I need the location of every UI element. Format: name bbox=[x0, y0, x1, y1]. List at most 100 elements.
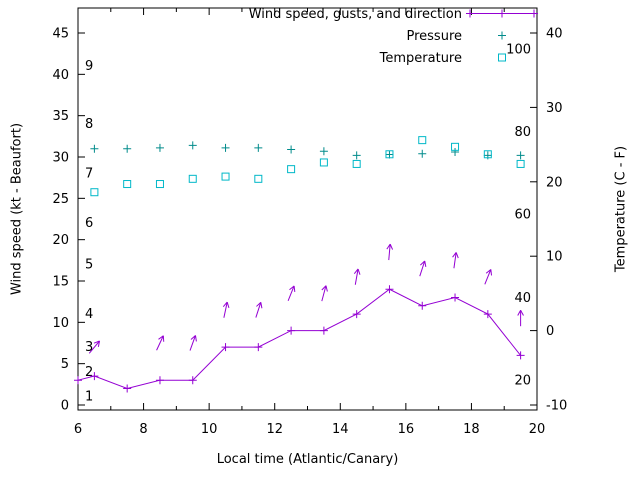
beaufort-scale-label: 1 bbox=[85, 390, 93, 405]
plus-marker bbox=[319, 147, 328, 156]
y-tick-label: 30 bbox=[52, 151, 69, 166]
gust-arrow bbox=[222, 301, 230, 318]
plus-marker bbox=[498, 9, 506, 18]
fahrenheit-scale-label: 60 bbox=[514, 208, 531, 223]
square-marker bbox=[319, 158, 328, 167]
y2-tick-label: 20 bbox=[546, 175, 563, 190]
plus-marker bbox=[451, 293, 460, 302]
y-axis-title: Wind speed (kt - Beaufort) bbox=[9, 122, 25, 296]
gust-arrow bbox=[484, 269, 493, 285]
plus-marker bbox=[451, 148, 460, 157]
square-marker bbox=[385, 150, 394, 159]
beaufort-scale-label: 2 bbox=[85, 365, 93, 380]
gust-arrow bbox=[386, 243, 394, 261]
plus-marker bbox=[287, 326, 296, 335]
legend-label: Pressure bbox=[406, 29, 462, 44]
plus-marker bbox=[385, 285, 394, 294]
series-wind-speed bbox=[74, 285, 525, 393]
x-tick-label: 6 bbox=[74, 422, 82, 437]
square-marker bbox=[123, 180, 132, 189]
square-marker bbox=[498, 53, 506, 62]
fahrenheit-scale-label: 80 bbox=[514, 125, 531, 140]
beaufort-scale-label: 7 bbox=[85, 167, 93, 182]
y2-tick-label: 0 bbox=[546, 324, 554, 339]
y2-tick-label: 10 bbox=[546, 250, 563, 265]
y-tick-label: 35 bbox=[52, 109, 69, 124]
beaufort-scale-label: 5 bbox=[85, 257, 93, 272]
plus-marker bbox=[418, 301, 427, 310]
square-marker bbox=[352, 159, 361, 168]
y2-axis-title: Temperature (C - F) bbox=[613, 145, 629, 273]
plus-marker bbox=[155, 143, 164, 152]
x-tick-label: 16 bbox=[398, 422, 415, 437]
beaufort-scale-label: 6 bbox=[85, 216, 93, 231]
x-tick-label: 12 bbox=[266, 422, 283, 437]
plus-marker bbox=[74, 376, 82, 385]
square-marker bbox=[418, 136, 427, 145]
gust-arrow bbox=[452, 252, 459, 269]
x-tick-label: 10 bbox=[201, 422, 218, 437]
plus-marker bbox=[319, 326, 328, 335]
square-marker bbox=[155, 180, 164, 189]
tick-labels: 6 8 10 12 14 16 18 20051015202530354045-1001020… bbox=[52, 27, 567, 438]
gust-arrow bbox=[88, 340, 101, 354]
square-marker bbox=[90, 188, 99, 197]
legend-label: Temperature bbox=[379, 51, 462, 66]
series-temperature bbox=[90, 136, 525, 197]
legend-label: Wind speed, gusts, and direction bbox=[249, 7, 462, 22]
plus-marker bbox=[352, 310, 361, 319]
gust-arrow bbox=[321, 285, 328, 302]
x-tick-label: 8 bbox=[139, 422, 147, 437]
plus-marker bbox=[418, 149, 427, 158]
fahrenheit-scale-label: 40 bbox=[514, 291, 531, 306]
plus-marker bbox=[90, 372, 99, 381]
square-marker bbox=[451, 142, 460, 151]
y-tick-label: 20 bbox=[52, 233, 69, 248]
y-tick-label: 45 bbox=[52, 27, 69, 42]
square-marker bbox=[483, 150, 492, 159]
y-tick-label: 10 bbox=[52, 316, 69, 331]
plus-marker bbox=[254, 343, 263, 352]
gust-arrow bbox=[517, 309, 524, 327]
square-marker bbox=[188, 174, 197, 183]
plus-marker bbox=[123, 144, 132, 153]
plus-marker bbox=[287, 145, 296, 154]
beaufort-scale-label: 8 bbox=[85, 117, 93, 132]
plus-marker bbox=[221, 143, 230, 152]
square-marker bbox=[287, 165, 296, 174]
plus-marker bbox=[90, 144, 99, 153]
y2-tick-label: 30 bbox=[546, 101, 563, 116]
beaufort-scale-label: 3 bbox=[85, 340, 93, 355]
square-marker bbox=[254, 174, 263, 183]
y2-tick-label: -10 bbox=[546, 399, 567, 414]
plus-marker bbox=[466, 9, 474, 18]
series-gust-arrows bbox=[88, 243, 524, 354]
y-tick-label: 40 bbox=[52, 68, 69, 83]
y-tick-label: 0 bbox=[61, 399, 69, 414]
plot-border bbox=[77, 7, 538, 411]
series-pressure bbox=[90, 141, 525, 160]
x-tick-label: 14 bbox=[332, 422, 349, 437]
plus-marker bbox=[188, 141, 197, 150]
beaufort-scale-label: 4 bbox=[85, 307, 93, 322]
x-tick-label: 20 bbox=[529, 422, 546, 437]
plus-marker bbox=[498, 31, 506, 40]
fahrenheit-scale-label: 20 bbox=[514, 373, 531, 388]
legend-marker-pressure bbox=[498, 31, 506, 40]
fahrenheit-scale-label: 100 bbox=[506, 42, 531, 57]
plus-marker bbox=[221, 343, 230, 352]
x-tick-label: 18 bbox=[463, 422, 480, 437]
series-line bbox=[77, 288, 521, 389]
plus-marker bbox=[155, 376, 164, 385]
legend-marker-wind-speed bbox=[466, 9, 538, 18]
plus-marker bbox=[516, 151, 525, 160]
beaufort-scale-label: 9 bbox=[85, 59, 93, 74]
plus-marker bbox=[254, 143, 263, 152]
y-tick-label: 15 bbox=[52, 275, 69, 290]
plus-marker bbox=[123, 384, 132, 393]
y-tick-label: 25 bbox=[52, 192, 69, 207]
square-marker bbox=[221, 172, 230, 181]
plus-marker bbox=[352, 151, 361, 160]
